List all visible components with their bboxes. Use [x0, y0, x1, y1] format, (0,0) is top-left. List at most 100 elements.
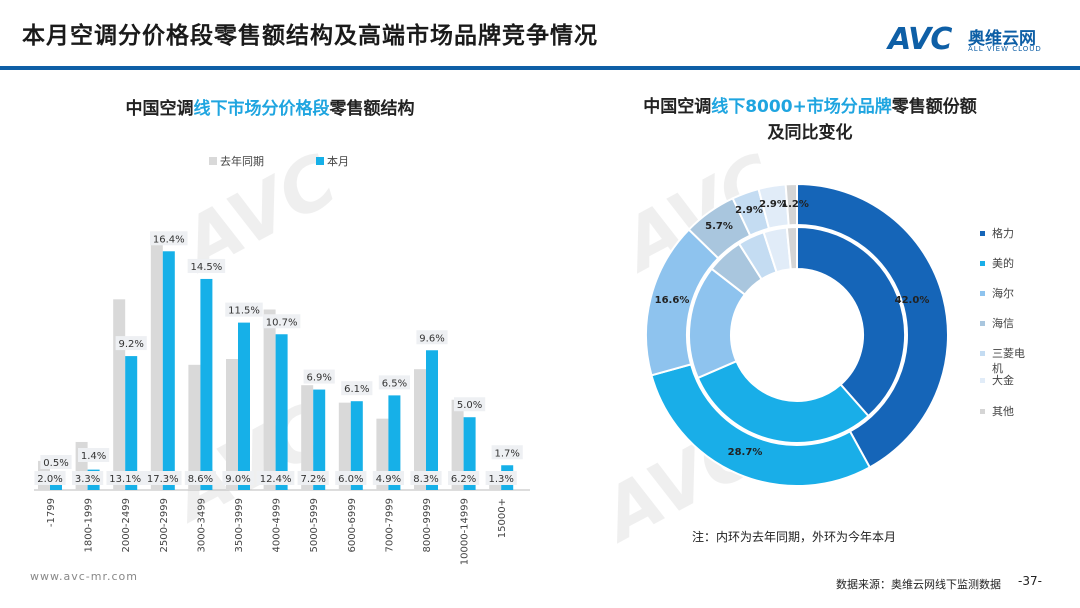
label-box-current [454, 397, 486, 412]
bar-group: 17.3% 16.4% 2500-2999 [144, 231, 188, 553]
title-divider [0, 66, 1080, 70]
bar-last-year [226, 359, 238, 490]
data-label-current: 10.7% [266, 317, 298, 328]
bar-group: 12.4% 10.7% 4000-4999 [256, 309, 301, 553]
donut-legend-item: 海信 [980, 316, 1014, 330]
donut-data-label: 1.2% [781, 199, 809, 210]
donut-legend-item: 大金 [980, 373, 1014, 387]
legend-swatch [980, 378, 985, 383]
label-box-last-year [485, 471, 517, 485]
donut-legend-item: 美的 [980, 256, 1014, 270]
data-label-current: 9.6% [419, 333, 444, 344]
bar-current [313, 389, 326, 490]
data-label-last-year: 2.0% [37, 474, 62, 485]
donut-slice [784, 182, 798, 227]
bar-group: 6.2% 5.0% 10000-14999 [448, 397, 486, 565]
label-box-current [225, 302, 263, 317]
donut-slice [796, 182, 949, 469]
label-box-current [115, 336, 147, 351]
data-label-current: 1.7% [494, 448, 519, 459]
data-label-current: 6.9% [306, 373, 331, 384]
label-box-current [378, 375, 410, 390]
bar-group: 7.2% 6.9% 5000-5999 [297, 369, 335, 553]
donut-slice [796, 225, 906, 418]
data-label-last-year: 8.6% [188, 474, 213, 485]
legend-label: 格力 [992, 226, 1014, 240]
label-box-current [150, 231, 188, 246]
label-box-last-year [222, 471, 254, 485]
bar-last-year [188, 364, 201, 490]
bar-group: 8.3% 9.6% 8000-9999 [410, 330, 448, 553]
category-tick-label: 1800-1999 [84, 498, 95, 553]
category-tick-label: 6000-6999 [347, 498, 358, 553]
data-label-last-year: 13.1% [109, 474, 141, 485]
category-tick-label: 3500-3999 [234, 498, 245, 553]
label-box-last-year [106, 471, 144, 485]
legend-label-cont: 机 [992, 361, 1003, 375]
bar-current [50, 482, 62, 490]
bar-last-year [451, 399, 464, 490]
bar-group: 4.9% 6.5% 7000-7999 [372, 375, 410, 553]
data-label-current: 6.5% [382, 378, 407, 389]
category-tick-label: 15000+ [497, 498, 508, 538]
donut-legend-item: 格力 [980, 226, 1014, 240]
donut-data-label: 42.0% [895, 295, 930, 306]
bar-last-year [150, 238, 163, 490]
label-box-last-year [410, 471, 442, 485]
bar-last-year [414, 369, 426, 490]
legend-label: 海尔 [992, 286, 1014, 300]
category-tick-label: 5000-5999 [309, 498, 320, 553]
donut-data-label: 28.7% [728, 447, 763, 458]
label-box-last-year [297, 471, 329, 485]
data-label-current: 16.4% [153, 234, 185, 245]
bar-current [275, 334, 288, 490]
legend-swatch-last-year [209, 157, 217, 165]
legend-label-current: 本月 [327, 154, 349, 168]
legend-swatch [980, 231, 985, 236]
label-box-last-year [144, 471, 182, 485]
donut-slice [696, 359, 870, 444]
legend-label: 大金 [992, 373, 1014, 387]
data-label-last-year: 6.2% [451, 474, 476, 485]
bar-current [350, 401, 363, 490]
bar-current [388, 395, 401, 490]
bar-current [125, 356, 138, 490]
donut-outer-ring: 42.0%28.7%16.6%5.7%2.9%2.9%1.2% [645, 182, 949, 487]
donut-legend-item: 其他 [980, 405, 1014, 418]
data-label-current: 14.5% [191, 262, 223, 273]
left-chart-title: 中国空调线下市场分价格段零售额结构 [125, 99, 415, 119]
label-box-last-year [184, 471, 216, 485]
bar-current [162, 251, 175, 490]
label-box-current [262, 314, 301, 329]
logo-en-text: ALL VIEW CLOUD [968, 45, 1042, 53]
label-box-current [40, 455, 72, 469]
category-tick-label: 10000-14999 [460, 498, 471, 565]
footer-url: www.avc-mr.com [30, 570, 138, 583]
data-label-last-year: 12.4% [260, 474, 292, 485]
label-box-current [187, 258, 226, 273]
label-box-current [416, 330, 448, 345]
legend-swatch [980, 321, 985, 326]
footer-source: 数据来源：奥维云网线下监测数据 [836, 578, 1001, 591]
page-number: -37- [1018, 574, 1042, 588]
legend-swatch-current [316, 157, 324, 165]
label-box-current [303, 369, 335, 384]
bar-group: 8.6% 14.5% 3000-3499 [184, 258, 226, 553]
data-label-last-year: 17.3% [147, 474, 179, 485]
donut-slice [785, 225, 798, 271]
legend-swatch [980, 291, 985, 296]
legend-label: 三菱电 [992, 347, 1025, 360]
logo-text: AVC [888, 22, 952, 57]
bar-group: 13.1% 9.2% 2000-2499 [106, 299, 147, 553]
data-label-last-year: 1.3% [488, 474, 513, 485]
label-box-last-year [372, 471, 404, 485]
right-chart-title: 中国空调线下8000+市场分品牌零售额份额 及同比变化 [643, 97, 977, 143]
bar-group: 3.3% 1.4% 1800-1999 [72, 441, 110, 553]
label-box-last-year [448, 471, 480, 485]
data-label-current: 9.2% [118, 339, 143, 350]
donut-data-label: 16.6% [655, 295, 690, 306]
category-tick-label: -1799 [46, 498, 57, 527]
